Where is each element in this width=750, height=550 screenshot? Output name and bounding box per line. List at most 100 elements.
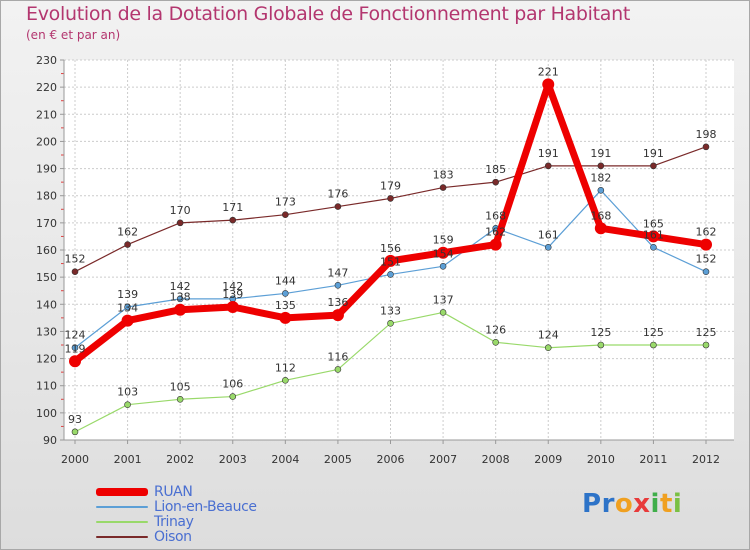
point-oison bbox=[387, 195, 394, 202]
x-tick-label: 2005 bbox=[324, 453, 352, 466]
point-trinay bbox=[387, 319, 394, 327]
data-label-trinay: 106 bbox=[222, 378, 243, 391]
data-label-trinay: 137 bbox=[433, 293, 454, 306]
x-tick-label: 2008 bbox=[482, 453, 510, 466]
point-trinay bbox=[229, 393, 237, 400]
data-label-lion-en-beauce: 144 bbox=[275, 274, 296, 287]
proxiti-logo: Proxiti bbox=[582, 489, 682, 519]
legend-swatch bbox=[96, 535, 148, 538]
data-label-lion-en-beauce: 154 bbox=[433, 247, 454, 260]
point-ruan bbox=[121, 314, 134, 327]
point-lion-en-beauce bbox=[597, 186, 605, 194]
data-label-lion-en-beauce: 182 bbox=[590, 171, 611, 184]
data-label-oison: 179 bbox=[380, 179, 401, 192]
point-trinay bbox=[282, 376, 289, 384]
data-label-trinay: 124 bbox=[538, 329, 559, 342]
legend-item-ruan: RUAN bbox=[96, 483, 257, 500]
y-tick-label: 190 bbox=[36, 163, 57, 176]
point-trinay bbox=[544, 344, 552, 352]
point-oison bbox=[229, 216, 237, 224]
point-lion-en-beauce bbox=[650, 243, 657, 251]
point-ruan bbox=[437, 246, 450, 259]
data-label-lion-en-beauce: 152 bbox=[696, 253, 717, 266]
x-tick-label: 2011 bbox=[639, 453, 667, 466]
data-label-trinay: 103 bbox=[117, 386, 138, 399]
point-oison bbox=[439, 184, 447, 191]
x-tick-label: 2010 bbox=[587, 453, 615, 466]
point-lion-en-beauce bbox=[387, 271, 394, 278]
point-ruan bbox=[489, 238, 502, 251]
point-lion-en-beauce bbox=[71, 344, 79, 352]
x-tick-label: 2009 bbox=[534, 453, 562, 466]
data-label-trinay: 105 bbox=[170, 380, 191, 393]
logo-letter: i bbox=[650, 489, 660, 519]
data-label-ruan: 139 bbox=[222, 288, 243, 301]
point-ruan bbox=[174, 303, 187, 316]
data-label-ruan: 168 bbox=[590, 209, 611, 222]
point-oison bbox=[176, 219, 184, 227]
data-label-oison: 198 bbox=[696, 128, 717, 141]
point-trinay bbox=[492, 338, 499, 346]
data-label-lion-en-beauce: 147 bbox=[327, 266, 348, 279]
data-label-oison: 191 bbox=[538, 147, 559, 160]
data-label-oison: 152 bbox=[65, 253, 86, 266]
legend-swatch bbox=[96, 487, 148, 496]
data-label-lion-en-beauce: 168 bbox=[485, 209, 506, 222]
data-label-ruan: 136 bbox=[327, 296, 348, 309]
data-label-trinay: 116 bbox=[327, 350, 348, 363]
point-lion-en-beauce bbox=[176, 295, 184, 303]
y-tick-label: 230 bbox=[36, 54, 57, 67]
data-label-trinay: 125 bbox=[696, 326, 717, 339]
point-oison bbox=[650, 162, 657, 170]
y-tick-label: 220 bbox=[36, 81, 57, 94]
x-tick-label: 2006 bbox=[377, 453, 405, 466]
point-ruan bbox=[542, 78, 555, 91]
legend-item-trinay: Trinay bbox=[96, 514, 257, 530]
data-label-ruan: 162 bbox=[485, 226, 506, 239]
point-trinay bbox=[124, 401, 131, 409]
point-ruan bbox=[700, 238, 712, 251]
y-tick-label: 120 bbox=[36, 353, 57, 366]
data-label-lion-en-beauce: 161 bbox=[643, 228, 664, 241]
y-tick-label: 160 bbox=[36, 244, 57, 257]
data-label-ruan: 119 bbox=[65, 342, 86, 355]
point-lion-en-beauce bbox=[702, 268, 710, 276]
data-label-oison: 171 bbox=[222, 201, 243, 214]
data-label-oison: 183 bbox=[433, 169, 454, 182]
point-lion-en-beauce bbox=[544, 243, 552, 251]
x-tick-label: 2000 bbox=[61, 453, 89, 466]
point-oison bbox=[282, 211, 289, 219]
data-label-oison: 173 bbox=[275, 196, 296, 209]
legend-swatch bbox=[96, 505, 148, 508]
legend-label: Lion-en-Beauce bbox=[154, 498, 257, 515]
chart-subtitle: (en € et par an) bbox=[26, 28, 121, 42]
point-oison bbox=[702, 143, 710, 151]
logo-letter: r bbox=[601, 489, 615, 519]
data-label-ruan: 138 bbox=[170, 291, 191, 304]
y-tick-label: 150 bbox=[36, 271, 57, 284]
data-label-lion-en-beauce: 151 bbox=[380, 255, 401, 268]
point-ruan bbox=[279, 311, 292, 324]
data-label-trinay: 126 bbox=[485, 323, 506, 336]
logo-letter: i bbox=[672, 489, 683, 519]
legend-label: RUAN bbox=[154, 483, 193, 500]
point-oison bbox=[597, 162, 605, 170]
point-lion-en-beauce bbox=[282, 290, 289, 297]
point-ruan bbox=[594, 222, 607, 235]
legend-label: Oison bbox=[154, 528, 192, 545]
point-lion-en-beauce bbox=[334, 281, 342, 289]
data-label-oison: 162 bbox=[117, 226, 138, 239]
data-label-oison: 185 bbox=[485, 163, 506, 176]
data-label-oison: 170 bbox=[170, 204, 191, 217]
point-trinay bbox=[439, 309, 447, 316]
point-trinay bbox=[597, 341, 605, 349]
x-tick-label: 2007 bbox=[429, 453, 457, 466]
data-label-trinay: 125 bbox=[643, 326, 664, 339]
logo-letter: o bbox=[614, 489, 634, 519]
logo-letter: x bbox=[633, 489, 651, 519]
x-tick-label: 2012 bbox=[692, 453, 720, 466]
data-label-ruan: 221 bbox=[538, 65, 559, 78]
data-label-trinay: 133 bbox=[380, 304, 401, 317]
data-label-oison: 176 bbox=[327, 188, 348, 201]
